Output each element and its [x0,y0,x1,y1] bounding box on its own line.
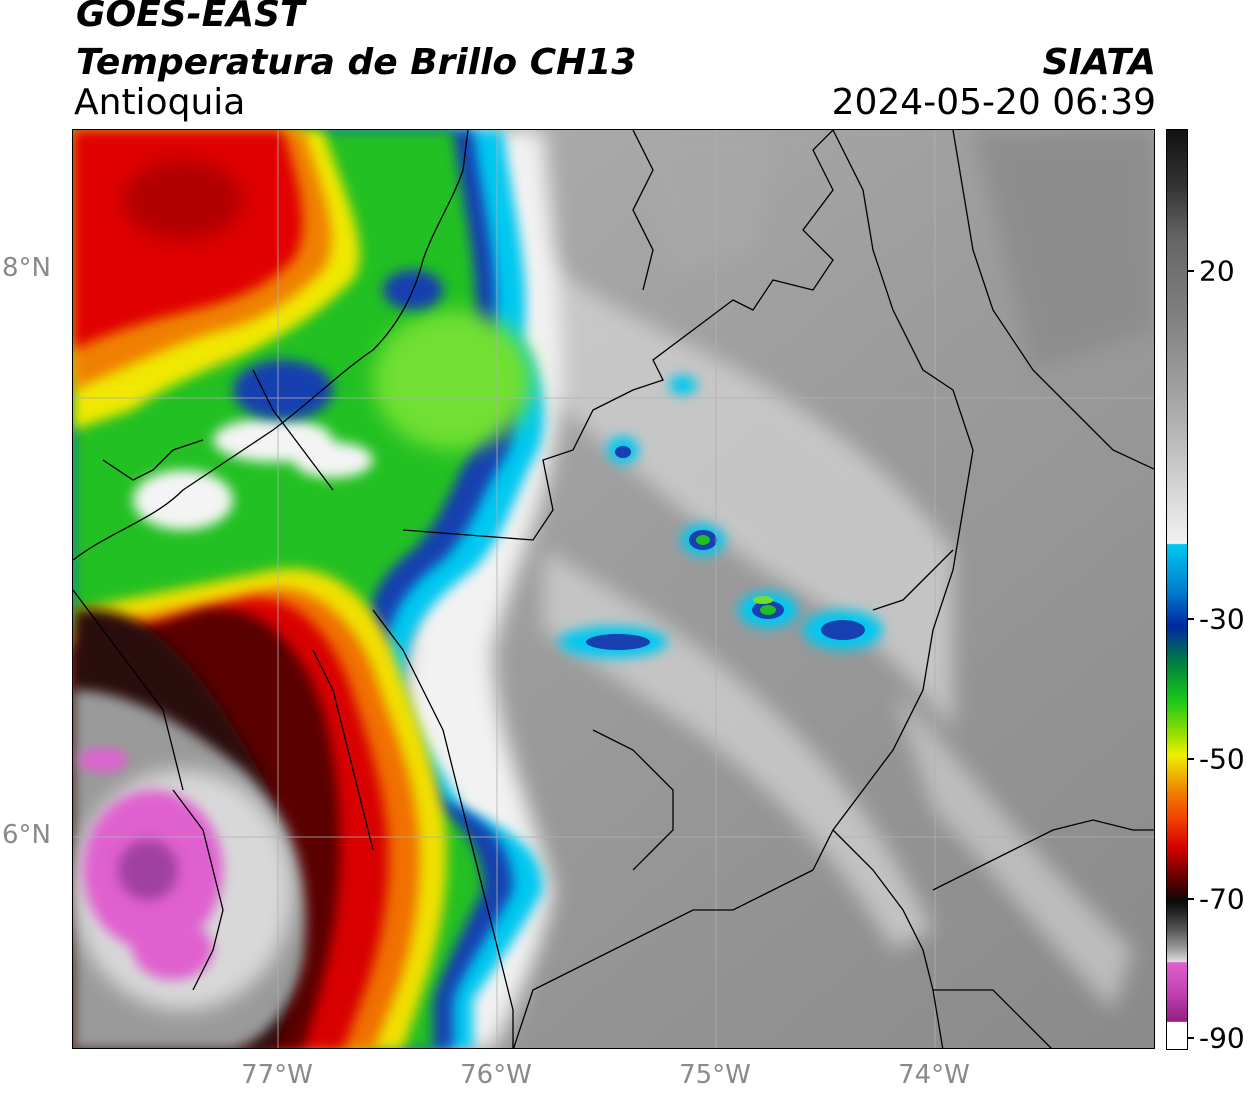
colorbar-label-minus30: -30 [1199,602,1245,636]
lat-label-8n: 8°N [2,253,51,283]
agency-label: SIATA [1042,42,1156,83]
colorbar-label-20: 20 [1199,254,1235,288]
colorbar-label-minus70: -70 [1199,882,1245,916]
colorbar-tick [1188,1037,1194,1039]
map-canvas [73,130,1154,1048]
lat-label-6n: 6°N [2,820,51,850]
product-title: Temperatura de Brillo CH13 [76,42,637,83]
colorbar-tick [1188,758,1194,760]
colorbar-label-minus90: -90 [1199,1021,1245,1055]
lon-label-74w: 74°W [898,1060,970,1090]
colorbar-tick [1188,898,1194,900]
lon-label-76w: 76°W [460,1060,532,1090]
satellite-map[interactable] [72,129,1155,1049]
datetime-label: 2024-05-20 06:39 [831,82,1156,123]
boundaries [73,130,1154,1048]
satellite-title: GOES-EAST [76,0,305,35]
colorbar-label-minus50: -50 [1199,742,1245,776]
colorbar [1166,129,1188,1050]
region-subtitle: Antioquia [74,82,246,123]
graticule [73,130,1154,1048]
storm-cells [558,375,883,658]
lon-label-75w: 75°W [679,1060,751,1090]
colorbar-tick [1188,270,1194,272]
colorbar-tick [1188,618,1194,620]
lon-label-77w: 77°W [241,1060,313,1090]
